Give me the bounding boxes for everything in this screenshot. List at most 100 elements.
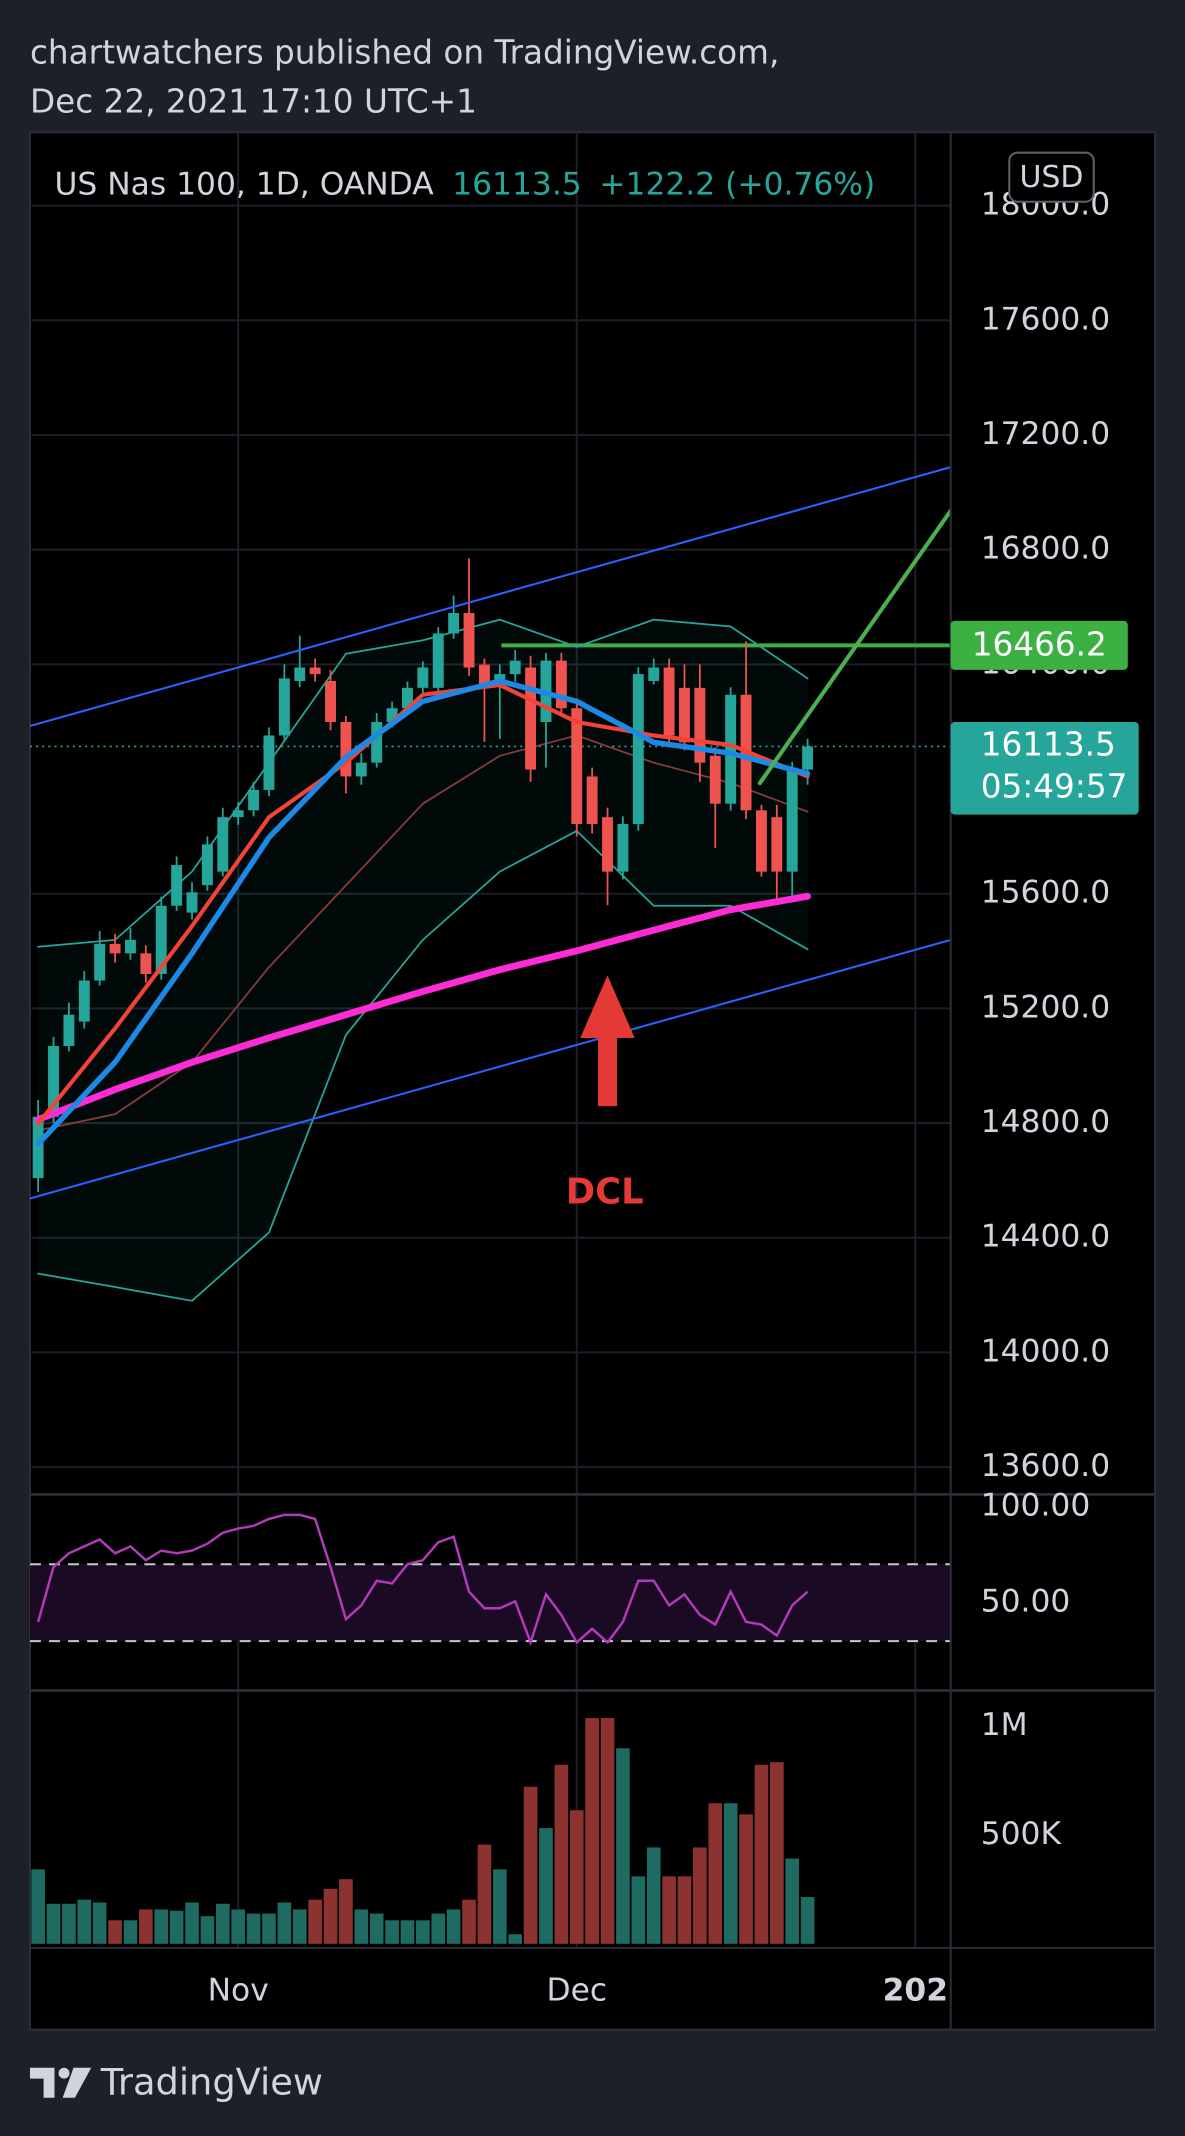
candle-body <box>78 980 90 1022</box>
candle-body <box>386 708 398 722</box>
candle-body <box>171 865 183 906</box>
price-change: +122.2 (+0.76%) <box>599 166 875 202</box>
candle-body <box>217 817 229 872</box>
candle-body <box>94 943 106 981</box>
volume-bar <box>185 1902 199 1944</box>
candle-body <box>201 844 213 886</box>
volume-bar <box>139 1909 153 1944</box>
volume-bar <box>693 1847 707 1944</box>
volume-bar <box>585 1717 599 1944</box>
volume-bar <box>646 1847 661 1944</box>
volume-bar <box>492 1869 507 1944</box>
candle-body <box>755 810 767 872</box>
candle-body <box>602 817 613 872</box>
indicator-line <box>757 508 951 786</box>
level-label: 16466.2 <box>972 626 1107 664</box>
candle-body <box>248 789 260 811</box>
volume-bar <box>46 1903 61 1944</box>
x-tick-label: Dec <box>546 1972 607 2008</box>
volume-bar <box>200 1916 215 1944</box>
countdown: 05:49:57 <box>981 768 1128 806</box>
rsi-tick-label: 50.00 <box>981 1584 1071 1620</box>
volume-pane <box>31 1690 917 1948</box>
currency-button[interactable] <box>1008 151 1095 203</box>
candle-body <box>802 746 814 770</box>
candle-body <box>709 755 721 804</box>
candle-body <box>663 667 675 736</box>
volume-bar <box>62 1903 76 1944</box>
volume-bar <box>108 1920 122 1944</box>
volume-bar <box>92 1902 107 1944</box>
indicator-line <box>34 892 812 1124</box>
brand-name: TradingView <box>100 2061 323 2104</box>
candle-body <box>494 674 506 681</box>
candle-body <box>125 939 136 954</box>
candle-body <box>371 721 383 763</box>
rsi-pane <box>29 1494 951 1691</box>
currency-label[interactable]: USD <box>1020 160 1084 195</box>
indicator-line <box>37 734 809 1132</box>
volume-bar <box>785 1858 800 1944</box>
candle-body <box>771 817 783 872</box>
rsi-line <box>36 1513 809 1647</box>
y-tick-label: 17200.0 <box>981 416 1110 452</box>
volume-bar <box>77 1899 92 1944</box>
publisher: chartwatchers published on TradingView.c… <box>30 34 779 72</box>
candle-body <box>586 776 598 825</box>
indicator-line <box>37 618 809 948</box>
volume-bar <box>569 1810 584 1944</box>
volume-bar <box>446 1909 461 1944</box>
volume-bar <box>277 1902 292 1944</box>
axes: NovDec20218000.017600.017200.016800.0164… <box>29 132 1156 2030</box>
candle-body <box>648 667 660 681</box>
volume-bar <box>600 1717 615 1944</box>
candle-body <box>263 735 275 790</box>
volume-bar <box>677 1876 692 1944</box>
candle-body <box>786 769 798 872</box>
volume-bar <box>215 1903 230 1944</box>
volume-bar <box>31 1869 45 1944</box>
candle-body <box>694 687 706 763</box>
candle-body <box>32 1116 44 1179</box>
candle-body <box>186 892 198 913</box>
volume-bar <box>708 1803 723 1944</box>
y-tick-label: 17600.0 <box>981 301 1110 337</box>
volume-bar <box>385 1920 399 1944</box>
candle-body <box>632 674 644 825</box>
candle-body <box>48 1045 59 1117</box>
volume-bar <box>754 1764 769 1944</box>
indicator-line <box>29 466 951 728</box>
annotation-arrow <box>580 975 635 1107</box>
publish-date: Dec 22, 2021 17:10 UTC+1 <box>30 83 477 121</box>
volume-bar <box>154 1909 169 1944</box>
candle-body <box>402 687 413 709</box>
candle-body <box>140 953 152 974</box>
volume-bar <box>770 1762 784 1944</box>
candle-body <box>679 687 690 743</box>
volume-tick-label: 1M <box>981 1707 1028 1743</box>
volume-bar <box>616 1748 630 1944</box>
candle-body <box>63 1014 75 1046</box>
volume-bar <box>723 1803 738 1944</box>
volume-bar <box>462 1899 476 1944</box>
candle-body <box>355 762 367 777</box>
price-pane <box>29 132 951 1495</box>
candle-body <box>571 708 583 825</box>
volume-bar <box>416 1920 430 1944</box>
volume-bar <box>354 1909 369 1944</box>
x-tick-label: Nov <box>208 1972 269 2008</box>
candle-body <box>432 633 444 688</box>
y-tick-label: 14800.0 <box>981 1104 1110 1140</box>
symbol: US Nas 100, 1D, OANDA <box>54 166 434 202</box>
candle-body <box>448 613 460 634</box>
overlay-labels: 16466.2 16113.5 05:49:57 <box>950 620 1139 815</box>
volume-bar <box>539 1828 553 1944</box>
candle-body <box>478 664 490 688</box>
annotation-text: DCL <box>566 1171 644 1212</box>
indicator-line <box>29 938 951 1200</box>
candle-body <box>617 824 629 872</box>
volume-bar <box>662 1876 676 1944</box>
indicator-line <box>36 682 810 1126</box>
candle-body <box>725 694 737 804</box>
